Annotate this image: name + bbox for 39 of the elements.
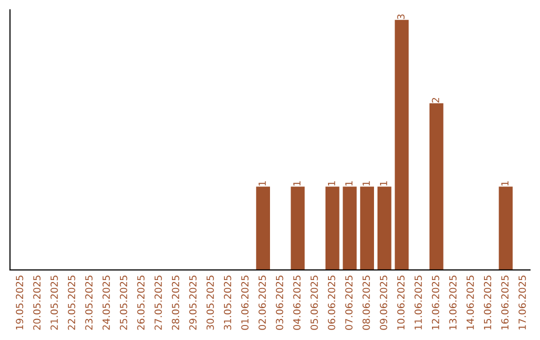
data-label: 3 [397,14,405,20]
x-tick-label: 06.06.2025 [328,276,336,330]
x-tick-label: 17.06.2025 [518,276,526,330]
x-tick-label: 15.06.2025 [484,276,492,330]
x-tick-label: 22.05.2025 [68,276,76,330]
data-label: 1 [345,181,352,186]
x-tick-label: 16.06.2025 [501,276,509,330]
data-label: 1 [362,181,370,186]
x-tick-label: 04.06.2025 [293,276,301,330]
x-tick-label: 27.05.2025 [154,276,162,330]
x-tick-label: 13.06.2025 [449,276,457,330]
x-tick-label: 25.05.2025 [120,276,128,330]
x-tick-label: 03.06.2025 [276,276,284,330]
x-tick-label: 26.05.2025 [137,276,145,330]
x-tick-label: 02.06.2025 [258,276,266,330]
x-tick-label: 09.06.2025 [380,276,388,330]
x-tick-label: 24.05.2025 [102,276,110,330]
x-tick-label: 20.05.2025 [33,276,41,330]
x-tick-label: 07.06.2025 [345,276,353,330]
data-label: 2 [432,98,440,103]
data-label: 1 [258,181,266,186]
x-tick-label: 11.06.2025 [414,276,422,330]
x-tick-label: 10.06.2025 [397,276,405,330]
x-tick-label: 12.06.2025 [432,276,440,330]
x-tick-label: 29.05.2025 [189,276,197,330]
x-tick-label: 14.06.2025 [466,276,474,330]
data-label: 1 [380,181,388,186]
x-tick-label: 31.05.2025 [224,276,232,330]
x-tick-label: 05.06.2025 [310,276,318,330]
x-tick-label: 01.06.2025 [241,276,249,330]
x-tick-label: 23.05.2025 [85,276,93,330]
data-label: 1 [293,181,300,186]
data-label: 1 [328,181,336,186]
x-tick-label: 19.05.2025 [16,276,24,330]
x-tick-label: 28.05.2025 [172,276,180,330]
x-tick-label: 30.05.2025 [206,276,214,330]
data-label: 1 [501,181,508,186]
x-tick-label: 21.05.2025 [50,276,58,330]
x-tick-label: 08.06.2025 [362,276,370,330]
